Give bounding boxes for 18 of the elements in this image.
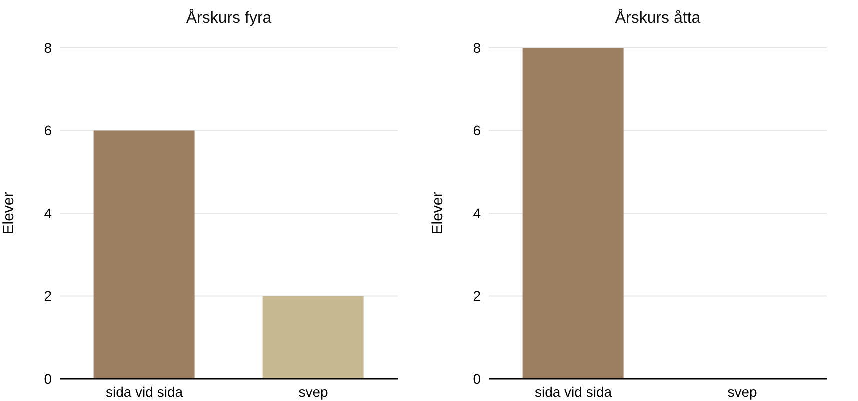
y-tick-label: 4 <box>473 205 482 222</box>
y-axis-title: Elever <box>429 192 446 235</box>
x-tick-label: sida vid sida <box>534 384 612 400</box>
y-tick-label: 0 <box>44 370 52 387</box>
y-tick-label: 8 <box>44 40 52 56</box>
y-tick-label: 6 <box>44 122 52 139</box>
x-tick-label: sida vid sida <box>106 384 184 400</box>
x-tick-label: svep <box>728 384 758 400</box>
chart-title: Årskurs fyra <box>185 10 273 28</box>
x-tick-label: svep <box>298 384 328 400</box>
y-tick-label: 2 <box>44 288 52 304</box>
chart-title: Årskurs åtta <box>614 10 702 28</box>
y-tick-label: 0 <box>473 370 482 387</box>
y-tick-label: 2 <box>473 288 482 304</box>
y-tick-label: 4 <box>44 205 52 222</box>
y-tick-label: 6 <box>473 122 482 139</box>
y-tick-label: 8 <box>473 40 482 56</box>
y-axis-title: Elever <box>0 192 18 235</box>
